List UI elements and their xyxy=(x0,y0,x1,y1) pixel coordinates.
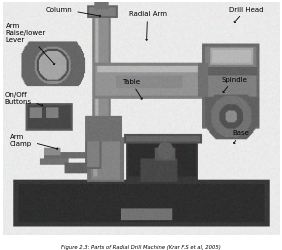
Text: Base: Base xyxy=(232,130,249,144)
Text: Spindle: Spindle xyxy=(221,76,247,93)
Text: Table: Table xyxy=(122,78,142,100)
Text: On/Off
Buttons: On/Off Buttons xyxy=(4,91,43,107)
Text: Arm
Raise/lower
Lever: Arm Raise/lower Lever xyxy=(6,23,55,65)
Text: Column: Column xyxy=(46,6,100,18)
Text: Radial Arm: Radial Arm xyxy=(129,11,167,41)
Text: Figure 2.3: Parts of Radial Drill Machine (Krar F.S et al, 2005): Figure 2.3: Parts of Radial Drill Machin… xyxy=(61,244,221,249)
Text: Arm
Clamp: Arm Clamp xyxy=(10,133,58,150)
Text: Drill Head: Drill Head xyxy=(230,6,264,24)
